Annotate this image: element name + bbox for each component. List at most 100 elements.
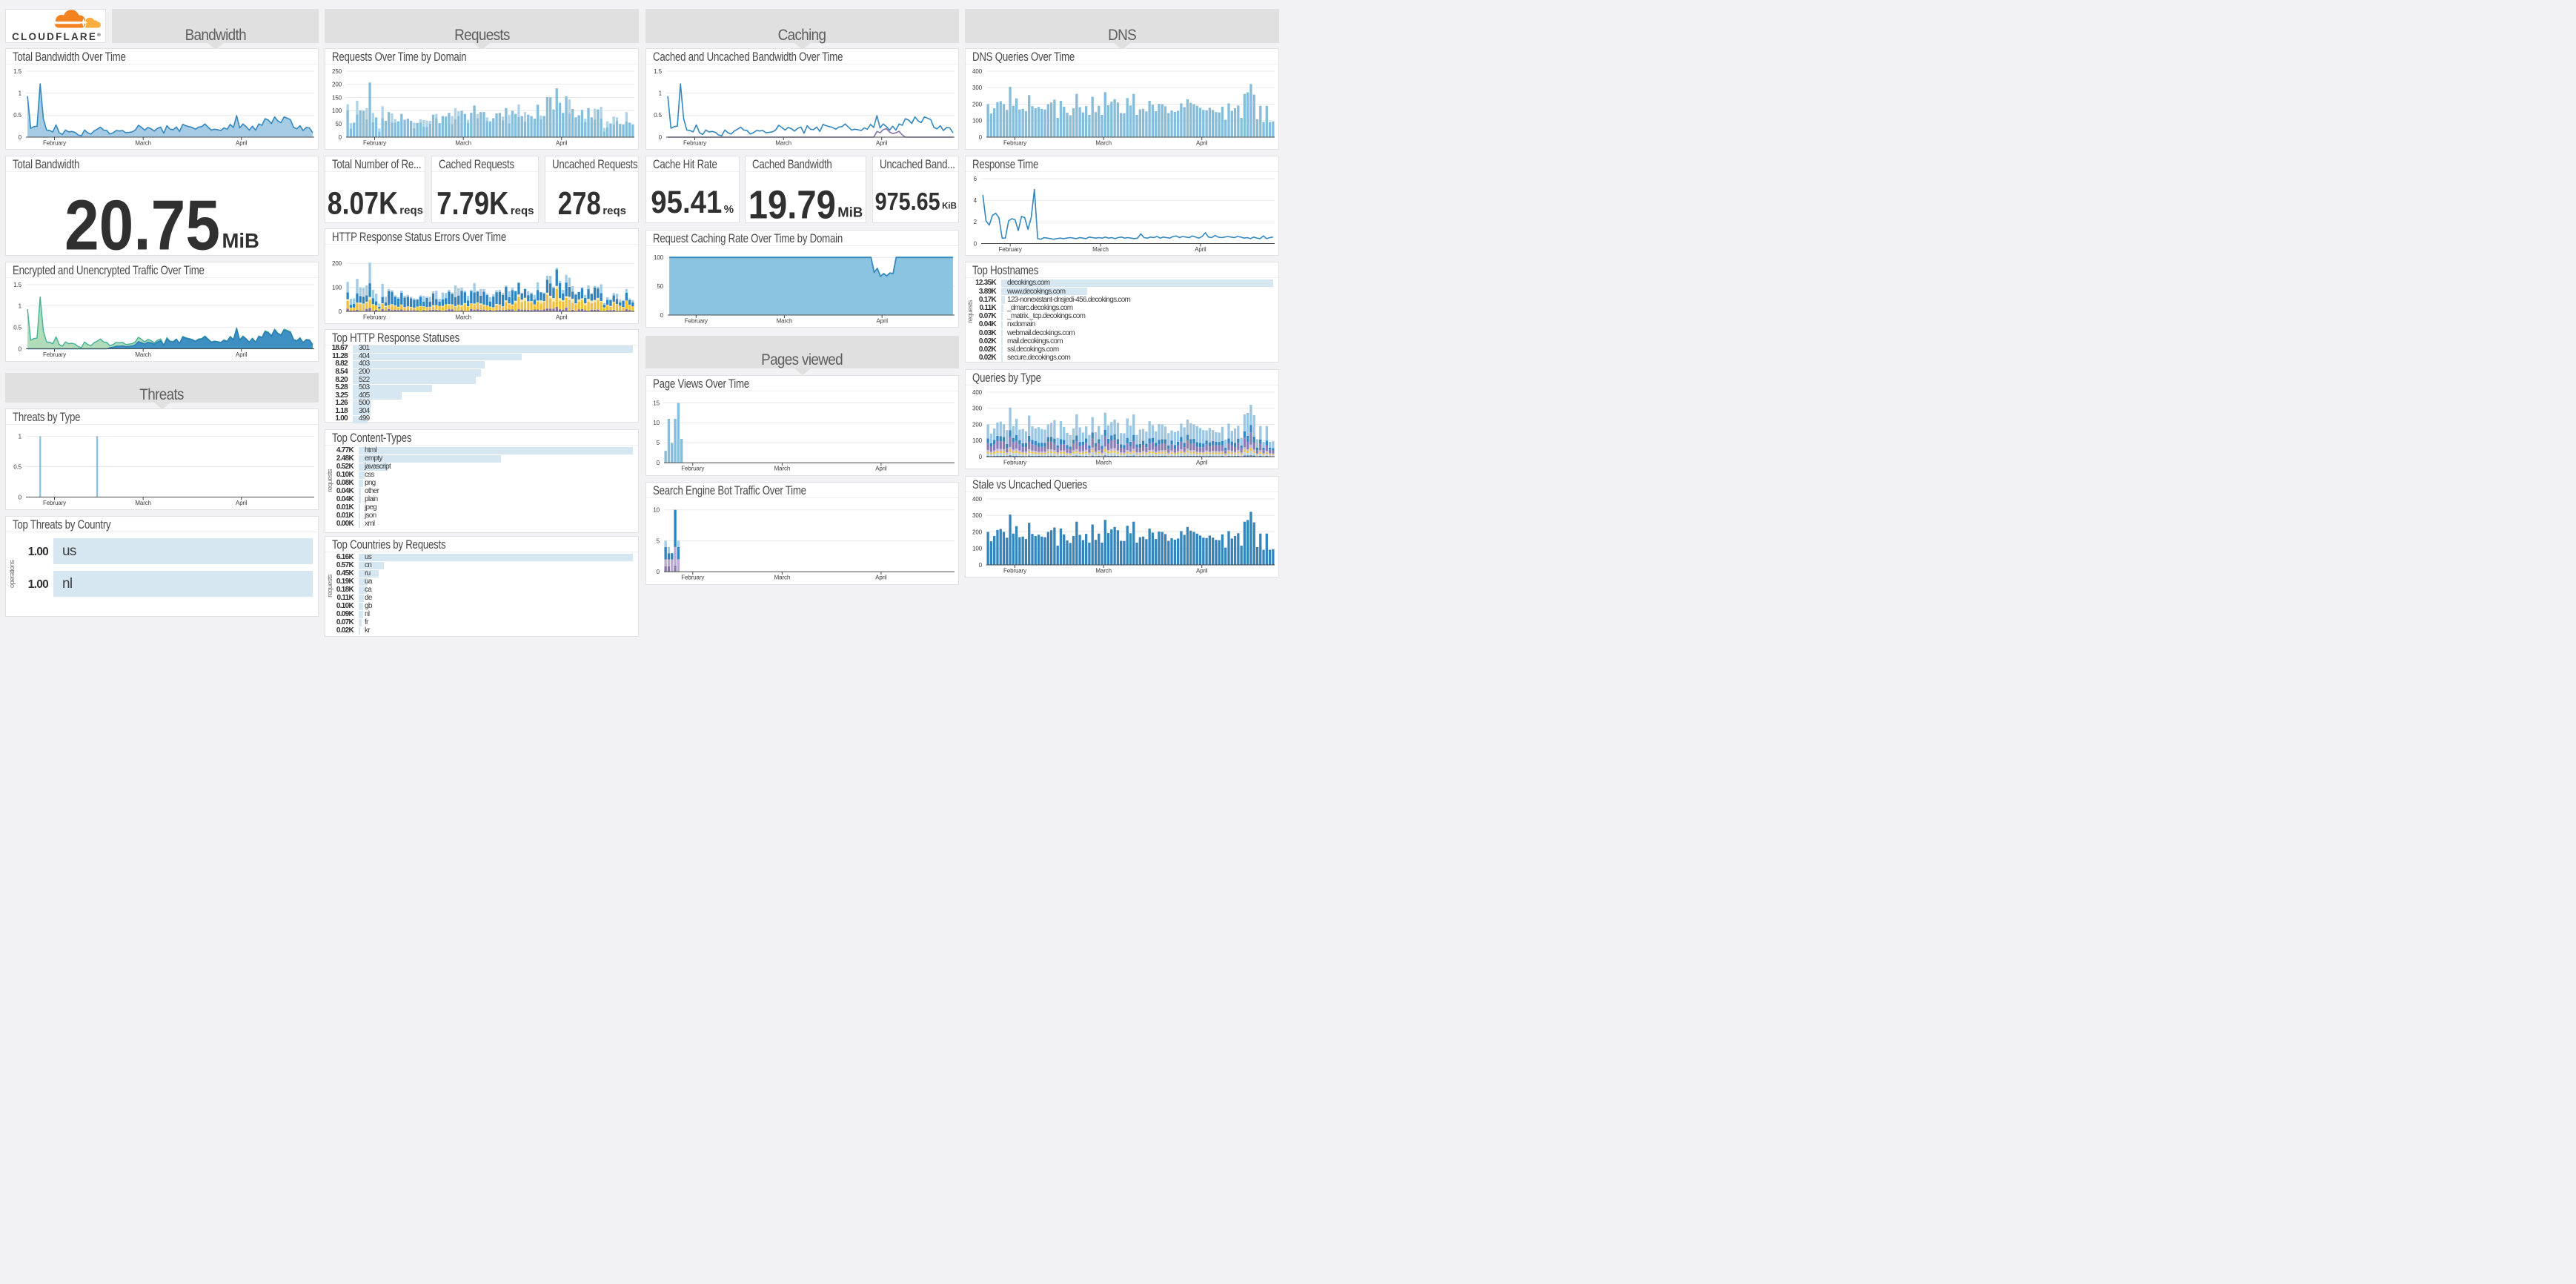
svg-text:7.79K: 7.79K <box>436 185 508 222</box>
svg-text:March: March <box>774 466 791 472</box>
svg-text:95.41: 95.41 <box>651 185 722 220</box>
svg-text:100: 100 <box>654 254 664 261</box>
svg-text:1: 1 <box>659 90 663 97</box>
svg-text:February: February <box>685 317 708 324</box>
svg-text:4: 4 <box>974 197 977 204</box>
svg-text:100: 100 <box>972 118 983 125</box>
svg-text:April: April <box>1196 459 1208 466</box>
svg-text:19.79: 19.79 <box>748 182 836 223</box>
svg-text:April: April <box>236 500 248 506</box>
svg-text:0.5: 0.5 <box>13 463 21 470</box>
svg-text:0.5: 0.5 <box>13 112 21 119</box>
svg-text:0: 0 <box>659 134 663 141</box>
svg-text:1: 1 <box>19 433 22 440</box>
svg-text:February: February <box>681 466 704 472</box>
svg-text:0: 0 <box>974 240 977 247</box>
svg-text:February: February <box>43 500 66 506</box>
svg-text:300: 300 <box>972 85 983 91</box>
svg-text:300: 300 <box>972 406 983 412</box>
svg-text:April: April <box>876 317 888 324</box>
svg-text:0: 0 <box>339 308 342 314</box>
svg-text:0: 0 <box>657 460 660 466</box>
svg-text:200: 200 <box>972 421 983 428</box>
svg-text:0: 0 <box>979 561 983 568</box>
svg-text:March: March <box>777 317 793 324</box>
svg-text:April: April <box>556 314 568 320</box>
svg-text:200: 200 <box>332 260 342 267</box>
svg-text:0: 0 <box>657 569 660 575</box>
svg-text:5: 5 <box>657 538 660 545</box>
svg-text:1.5: 1.5 <box>654 68 662 75</box>
svg-text:278: 278 <box>558 185 601 222</box>
svg-text:6: 6 <box>974 175 977 182</box>
svg-text:15: 15 <box>653 400 660 407</box>
svg-text:50: 50 <box>657 283 663 290</box>
svg-text:1.5: 1.5 <box>13 282 21 288</box>
svg-text:MiB: MiB <box>222 228 259 251</box>
svg-text:%: % <box>724 203 734 216</box>
svg-text:February: February <box>1003 459 1026 466</box>
svg-text:February: February <box>1003 567 1026 574</box>
svg-text:300: 300 <box>972 512 983 519</box>
svg-text:March: March <box>455 139 471 146</box>
svg-text:200: 200 <box>972 529 983 535</box>
svg-text:February: February <box>1003 139 1026 146</box>
svg-text:0: 0 <box>19 134 22 141</box>
svg-text:975.65: 975.65 <box>874 188 940 215</box>
svg-text:February: February <box>363 314 386 320</box>
svg-text:0: 0 <box>979 134 983 141</box>
svg-text:0: 0 <box>979 454 983 460</box>
svg-text:1: 1 <box>19 303 22 310</box>
svg-text:100: 100 <box>972 545 983 552</box>
svg-text:1.5: 1.5 <box>13 68 21 75</box>
svg-text:5: 5 <box>657 440 660 446</box>
svg-text:200: 200 <box>332 82 342 88</box>
svg-text:April: April <box>556 139 568 146</box>
svg-text:reqs: reqs <box>399 204 423 216</box>
svg-text:150: 150 <box>332 94 342 101</box>
svg-text:400: 400 <box>972 389 983 396</box>
svg-text:March: March <box>135 351 151 358</box>
svg-text:February: February <box>999 245 1022 252</box>
svg-text:March: March <box>1092 245 1109 252</box>
svg-text:1: 1 <box>19 90 22 97</box>
svg-text:MiB: MiB <box>837 204 863 219</box>
svg-text:March: March <box>455 314 471 320</box>
svg-text:0: 0 <box>660 312 664 319</box>
svg-text:April: April <box>236 139 248 146</box>
svg-text:400: 400 <box>972 68 983 75</box>
svg-text:March: March <box>135 500 151 506</box>
svg-text:100: 100 <box>332 107 342 114</box>
svg-text:February: February <box>43 351 66 358</box>
svg-text:February: February <box>43 139 66 146</box>
svg-text:10: 10 <box>653 420 660 426</box>
svg-text:400: 400 <box>972 495 983 502</box>
svg-text:reqs: reqs <box>602 205 626 217</box>
svg-text:250: 250 <box>332 68 342 75</box>
svg-text:March: March <box>1095 139 1112 146</box>
svg-text:10: 10 <box>653 507 660 514</box>
svg-text:20.75: 20.75 <box>64 185 220 256</box>
svg-text:February: February <box>363 139 386 146</box>
svg-text:April: April <box>1195 245 1206 252</box>
svg-text:0: 0 <box>19 345 22 352</box>
svg-text:March: March <box>1095 567 1112 574</box>
svg-text:8.07K: 8.07K <box>328 185 398 221</box>
svg-text:reqs: reqs <box>511 205 534 217</box>
svg-text:0: 0 <box>339 134 342 141</box>
svg-text:April: April <box>1196 567 1208 574</box>
svg-text:March: March <box>135 139 151 146</box>
svg-text:March: March <box>774 575 791 581</box>
svg-text:KiB: KiB <box>942 202 957 211</box>
svg-text:April: April <box>236 351 248 358</box>
svg-text:0.5: 0.5 <box>13 325 21 331</box>
svg-text:February: February <box>681 575 704 581</box>
svg-text:50: 50 <box>335 121 342 128</box>
svg-text:March: March <box>775 139 791 146</box>
svg-text:100: 100 <box>332 284 342 291</box>
svg-text:April: April <box>1196 139 1208 146</box>
svg-text:200: 200 <box>972 101 983 107</box>
svg-text:0.5: 0.5 <box>654 112 662 119</box>
svg-text:April: April <box>876 139 888 146</box>
svg-text:0: 0 <box>19 494 22 500</box>
